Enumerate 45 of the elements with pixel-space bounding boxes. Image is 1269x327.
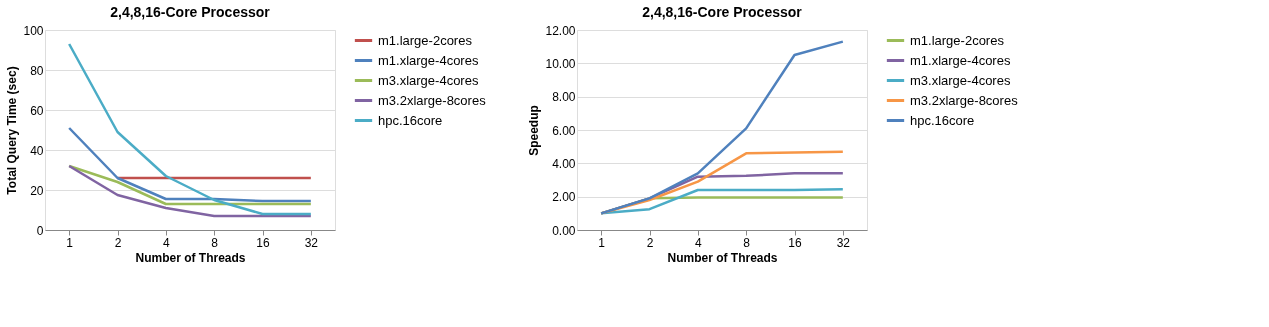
line-series: [67, 42, 313, 216]
y-tick-label: 0.00: [552, 223, 576, 238]
x-tick-label: 8: [211, 235, 219, 250]
x-axis-title: Number of Threads: [135, 250, 246, 265]
legend-label: m1.xlarge-4cores: [378, 52, 479, 68]
legend-label: m1.large-2cores: [378, 32, 473, 48]
x-tick-label: 2: [646, 235, 654, 250]
y-tick-label: 100: [23, 23, 44, 38]
line-series: [67, 126, 313, 203]
legend-label: hpc.16core: [378, 112, 443, 128]
legend-label: hpc.16core: [910, 112, 975, 128]
chart-title: 2,4,8,16-Core Processor: [642, 4, 803, 20]
y-tick-label: 8.00: [552, 90, 576, 105]
x-tick-label: 16: [256, 235, 270, 250]
x-tick-label: 2: [114, 235, 122, 250]
y-tick-label: 0: [36, 223, 44, 238]
chart-title: 2,4,8,16-Core Processor: [110, 4, 271, 20]
y-axis-title: Total Query Time (sec): [5, 66, 20, 195]
y-tick-label: 12.00: [545, 23, 576, 38]
x-tick-label: 4: [694, 235, 702, 250]
legend-label: m3.2xlarge-8cores: [378, 92, 487, 108]
x-axis-title: Number of Threads: [667, 250, 778, 265]
y-tick-label: 20: [30, 183, 44, 198]
y-tick-label: 2.00: [552, 190, 576, 205]
legend-label: m3.xlarge-4cores: [378, 72, 479, 88]
line-series: [599, 40, 845, 215]
legend-label: m3.xlarge-4cores: [910, 72, 1011, 88]
x-tick-label: 16: [788, 235, 802, 250]
y-tick-label: 40: [30, 143, 44, 158]
x-tick-label: 1: [66, 235, 74, 250]
y-tick-label: 6.00: [552, 123, 576, 138]
y-tick-label: 4.00: [552, 156, 576, 171]
y-tick-label: 10.00: [545, 56, 576, 71]
x-tick-label: 4: [162, 235, 170, 250]
y-tick-label: 60: [30, 103, 44, 118]
legend-label: m1.large-2cores: [910, 32, 1005, 48]
x-tick-label: 1: [598, 235, 606, 250]
y-axis-title: Speedup: [527, 105, 542, 156]
y-tick-label: 80: [30, 63, 44, 78]
x-tick-label: 32: [836, 235, 851, 250]
line-series: [67, 164, 313, 218]
x-tick-label: 8: [743, 235, 751, 250]
x-tick-label: 32: [304, 235, 319, 250]
legend-label: m3.2xlarge-8cores: [910, 92, 1019, 108]
legend-label: m1.xlarge-4cores: [910, 52, 1011, 68]
